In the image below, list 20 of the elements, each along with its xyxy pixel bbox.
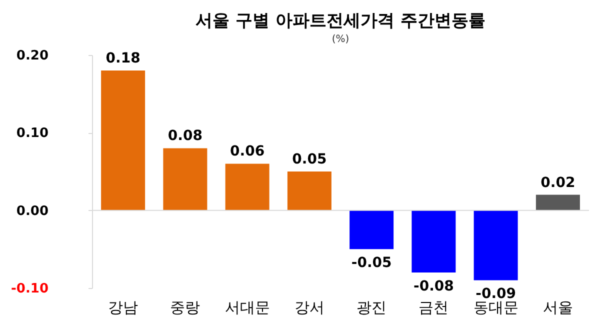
x-tick-label: 광진 bbox=[356, 298, 387, 316]
y-axis-title: (%) bbox=[332, 34, 350, 45]
x-tick-label: 강남 bbox=[108, 298, 138, 316]
data-label: 0.08 bbox=[168, 128, 202, 144]
y-tick-label: 0.00 bbox=[16, 204, 48, 219]
x-tick-label: 강서 bbox=[294, 298, 324, 316]
x-tick-label: 서울 bbox=[542, 298, 573, 316]
data-label: 0.02 bbox=[540, 174, 576, 191]
x-tick-label: 금천 bbox=[418, 298, 449, 316]
chart-title: 서울 구별 아파트전세가격 주간변동률 bbox=[196, 11, 486, 31]
y-tick-label: -0.10 bbox=[11, 282, 48, 296]
data-label: 0.05 bbox=[292, 152, 327, 168]
x-tick-label: 중랑 bbox=[170, 298, 200, 316]
y-tick-label: 0.10 bbox=[16, 126, 48, 142]
data-label: 0.06 bbox=[230, 144, 265, 160]
data-label: -0.08 bbox=[414, 278, 454, 294]
data-label: 0.18 bbox=[106, 50, 140, 67]
y-tick-label: 0.20 bbox=[16, 48, 48, 64]
data-label: -0.05 bbox=[351, 255, 392, 272]
x-tick-label: 서대문 bbox=[224, 298, 270, 316]
